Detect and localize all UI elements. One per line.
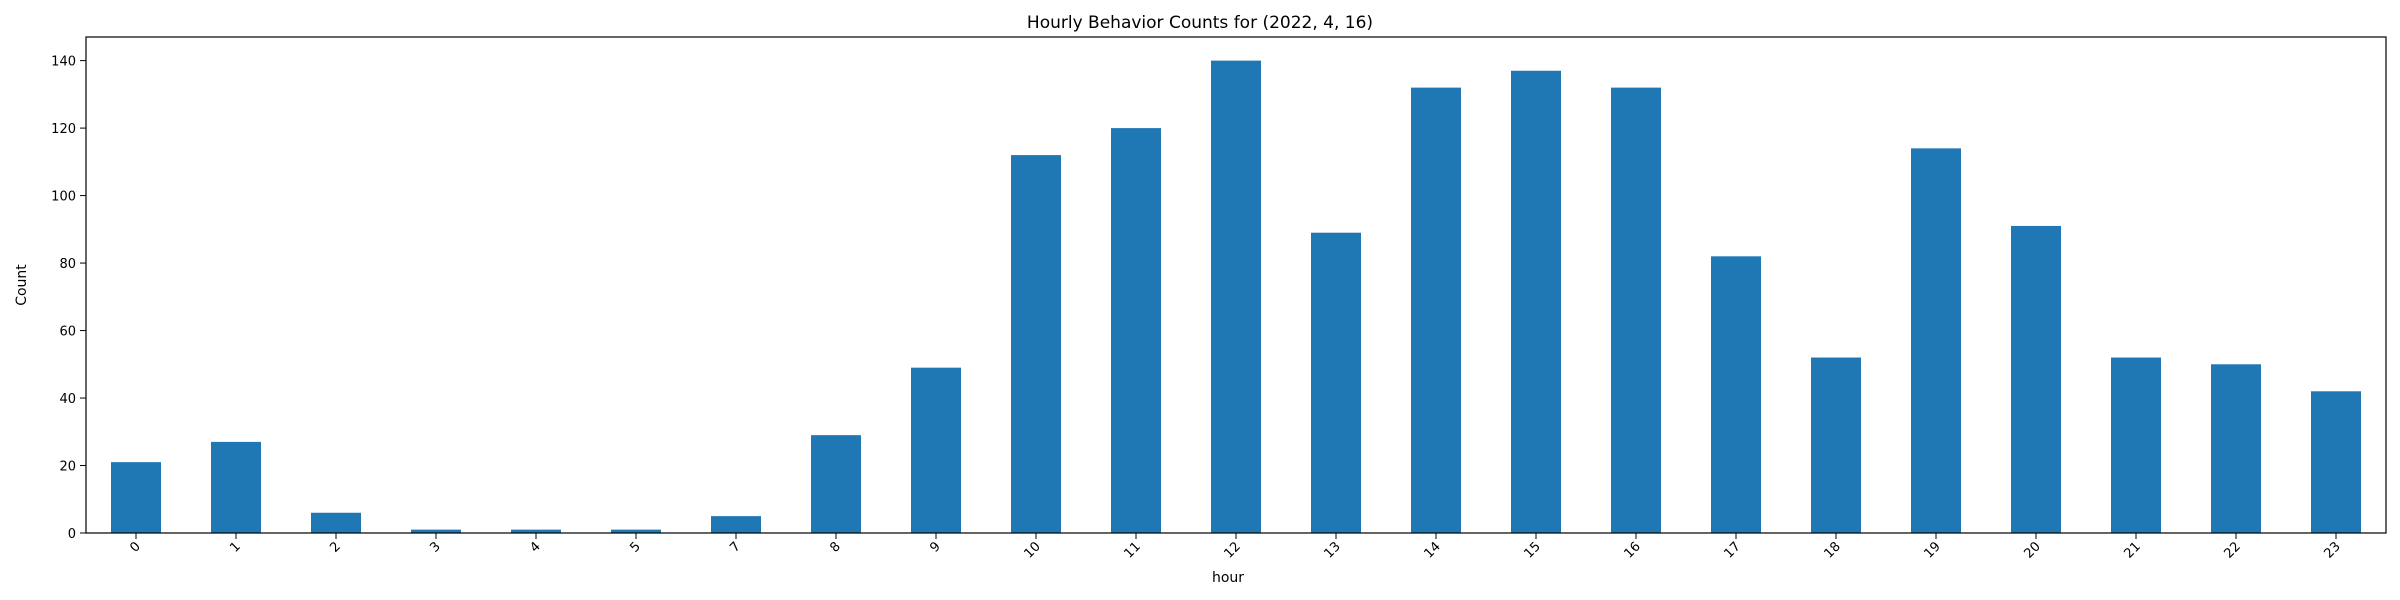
x-axis-label: hour: [1212, 570, 1244, 586]
x-tick-label: 15: [1522, 539, 1544, 561]
x-tick-label: 16: [1622, 539, 1644, 561]
bar-hour-18: [1811, 357, 1861, 533]
bar-hour-9: [911, 367, 961, 533]
x-tick-label: 21: [2122, 539, 2144, 561]
bar-hour-7: [711, 516, 761, 533]
bar-hour-15: [1511, 70, 1561, 534]
x-tick-label: 17: [1722, 539, 1744, 561]
x-tick-label: 11: [1122, 539, 1144, 561]
x-tick-label: 4: [527, 539, 543, 555]
y-tick-label: 80: [59, 257, 76, 272]
bar-hour-4: [511, 529, 561, 533]
x-tick-label: 2: [327, 539, 343, 555]
x-tick-label: 1: [227, 539, 243, 555]
x-tick-label: 9: [927, 539, 943, 555]
bar-hour-1: [211, 441, 261, 533]
x-tick-label: 5: [627, 539, 643, 555]
bar-hour-12: [1211, 60, 1261, 533]
y-tick-label: 0: [68, 527, 76, 542]
y-axis-label: Count: [14, 264, 30, 306]
bar-hour-5: [611, 529, 661, 533]
bar-hour-14: [1411, 87, 1461, 533]
x-tick-label: 20: [2022, 539, 2044, 561]
x-tick-label: 10: [1022, 539, 1044, 561]
x-axis: 0 1 2 3 4 5 7 8 9 10 11 12 13 14 15 16 17 18 19 20 21 22 23: [127, 533, 2344, 562]
bar-hour-16: [1611, 87, 1661, 533]
x-tick-label: 22: [2222, 539, 2244, 561]
x-tick-label: 18: [1822, 539, 1844, 561]
bar-hour-13: [1311, 232, 1361, 533]
bar-hour-8: [811, 435, 861, 533]
x-tick-label: 19: [1922, 539, 1944, 561]
bar-hour-10: [1011, 155, 1061, 533]
y-tick-label: 60: [59, 325, 76, 340]
bar-hour-3: [411, 529, 461, 533]
bars-group: [111, 60, 2361, 534]
y-tick-label: 20: [59, 460, 76, 475]
chart-title: Hourly Behavior Counts for (2022, 4, 16): [1027, 13, 1373, 33]
bar-hour-21: [2111, 357, 2161, 533]
plot-frame: [85, 36, 2387, 534]
bar-hour-22: [2211, 364, 2261, 533]
bar-hour-23: [2311, 391, 2361, 533]
bar-hour-2: [311, 512, 361, 533]
y-tick-label: 40: [59, 392, 76, 407]
y-tick-label: 100: [51, 190, 76, 205]
x-tick-label: 8: [827, 539, 843, 555]
bar-hour-19: [1911, 148, 1961, 534]
x-tick-label: 23: [2322, 539, 2344, 561]
y-axis: 0 20 40 60 80 100 120 140: [51, 55, 86, 542]
bar-hour-17: [1711, 256, 1761, 533]
y-tick-label: 140: [51, 55, 76, 70]
bar-hour-0: [111, 462, 161, 533]
bar-hour-11: [1111, 128, 1161, 533]
y-tick-label: 120: [51, 122, 76, 137]
x-tick-label: 0: [127, 539, 143, 555]
x-tick-label: 14: [1422, 539, 1444, 561]
x-tick-label: 7: [727, 539, 743, 555]
x-tick-label: 12: [1222, 539, 1244, 561]
x-tick-label: 13: [1322, 539, 1344, 561]
x-tick-label: 3: [427, 539, 443, 555]
bar-hour-20: [2011, 225, 2061, 533]
